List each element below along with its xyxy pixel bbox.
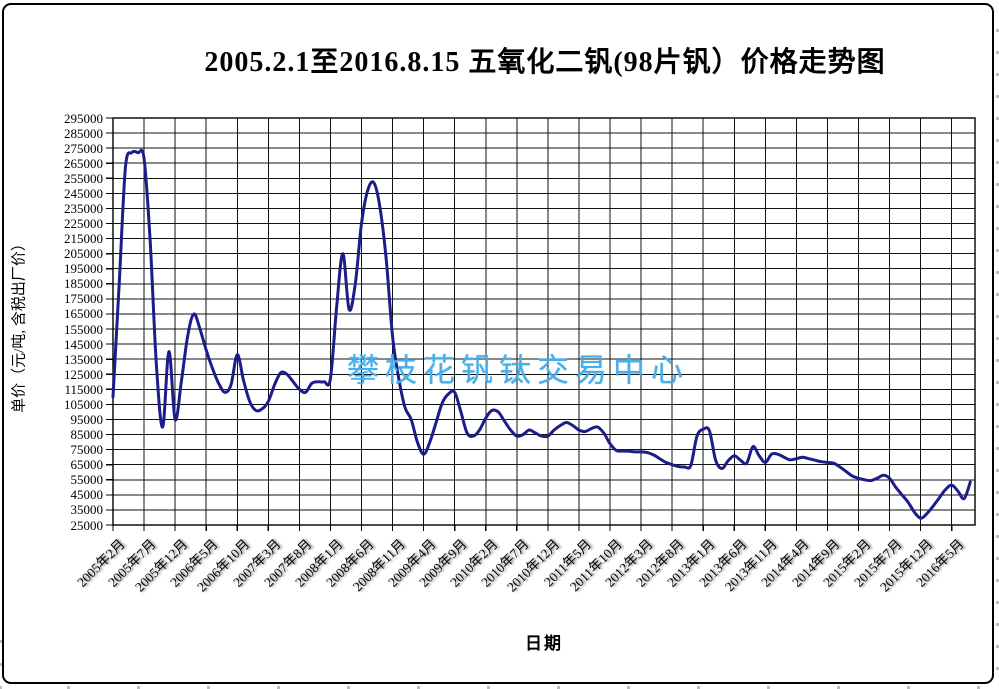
y-tick-label: 135000	[64, 351, 103, 367]
y-tick-label: 225000	[64, 216, 103, 232]
x-axis-title: 日期	[525, 634, 563, 653]
axis-tick-marks	[106, 117, 953, 531]
plot-border	[112, 117, 976, 526]
spreadsheet-row-stubs-left	[0, 620, 2, 689]
watermark-text: 攀枝花钒钛交易中心	[347, 352, 690, 388]
y-tick-label: 155000	[64, 321, 103, 337]
y-tick-label: 185000	[64, 276, 103, 292]
y-tick-label: 25000	[70, 517, 104, 533]
y-tick-label: 45000	[70, 487, 104, 503]
y-tick-label: 165000	[64, 306, 103, 322]
y-tick-label: 255000	[64, 170, 103, 186]
chart-title: 2005.2.1至2016.8.15 五氧化二钒(98片钒）价格走势图	[204, 47, 886, 78]
y-tick-label: 55000	[70, 472, 104, 488]
y-tick-label: 105000	[64, 396, 103, 412]
price-series-line	[111, 148, 972, 520]
y-tick-label: 95000	[70, 411, 104, 427]
y-tick-label: 235000	[64, 200, 103, 216]
y-tick-label: 275000	[64, 140, 103, 156]
y-tick-label: 295000	[64, 110, 103, 126]
chart-object-frame	[2, 3, 994, 684]
y-tick-label: 65000	[70, 457, 104, 473]
y-tick-label: 175000	[64, 291, 103, 307]
y-tick-label: 215000	[64, 231, 103, 247]
y-tick-label: 35000	[70, 502, 104, 518]
y-tick-label: 285000	[64, 125, 103, 141]
spreadsheet-column-stubs	[0, 686, 999, 689]
spreadsheet-row-stubs	[996, 10, 999, 680]
y-tick-label: 245000	[64, 185, 103, 201]
y-tick-label: 145000	[64, 336, 103, 352]
y-tick-label: 115000	[64, 381, 103, 397]
gridlines	[113, 118, 975, 525]
y-tick-label: 125000	[64, 366, 103, 382]
y-tick-label: 85000	[70, 427, 104, 443]
y-tick-label: 195000	[64, 261, 103, 277]
y-tick-label: 265000	[64, 155, 103, 171]
y-tick-label: 75000	[70, 442, 104, 458]
y-tick-label: 205000	[64, 246, 103, 262]
